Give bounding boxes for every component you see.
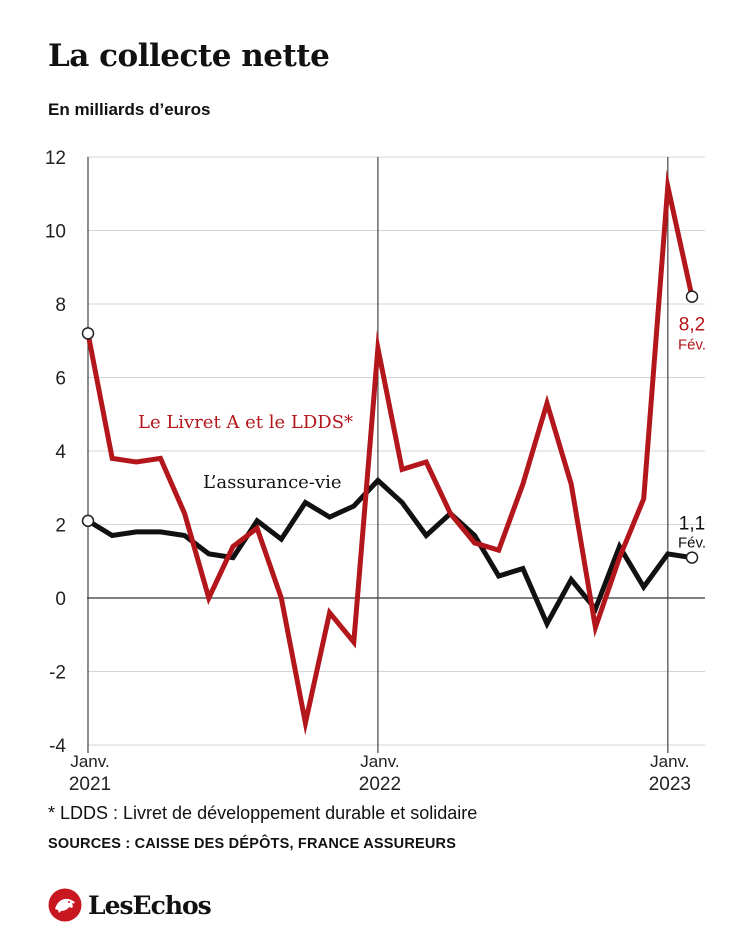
line-chart: 12 10 8 6 4 2 0 -2 -4 Janv. 2021 Janv. 2022 Janv. 202… — [45, 148, 706, 795]
x-tick-label: 2022 — [359, 774, 401, 795]
y-tick-label: 8 — [55, 295, 66, 316]
y-tick-label: 10 — [45, 222, 66, 243]
y-tick-labels: 12 10 8 6 4 2 0 -2 -4 — [45, 148, 67, 757]
x-tick-labels: Janv. 2021 Janv. 2022 Janv. 2023 — [69, 752, 691, 795]
endpoint-marker — [81, 327, 95, 340]
annotation-value: 8,2 — [679, 315, 705, 336]
y-tick-label: 0 — [55, 589, 66, 610]
les-echos-lion-icon — [48, 888, 82, 922]
chart-subtitle: En milliards d’euros — [48, 100, 211, 119]
y-tick-label: 2 — [55, 516, 66, 537]
endpoint-marker — [685, 290, 699, 303]
annotation-month: Fév. — [678, 337, 706, 354]
sources: SOURCES : CAISSE DES DÉPÔTS, FRANCE ASSU… — [48, 836, 457, 852]
annotation-month: Fév. — [678, 535, 706, 552]
y-tick-label: -2 — [49, 663, 66, 684]
x-tick-label: Janv. — [360, 752, 399, 771]
annotation-value: 1,1 — [679, 514, 705, 535]
y-tick-label: 12 — [45, 148, 66, 169]
series-label-livret-a: Le Livret A et le LDDS* — [138, 412, 353, 433]
endpoint-marker — [685, 551, 699, 564]
logo-text: LesEchos — [88, 890, 212, 920]
footnote: * LDDS : Livret de développement durable… — [48, 803, 478, 823]
x-tick-label: 2021 — [69, 774, 111, 795]
endpoint-marker — [81, 514, 95, 528]
series-line — [85, 169, 695, 736]
x-tick-label: Janv. — [650, 752, 689, 771]
y-tick-label: 4 — [55, 442, 66, 463]
grid-lines — [87, 156, 705, 753]
x-tick-label: 2023 — [649, 774, 691, 795]
chart-title: La collecte nette — [48, 38, 330, 74]
x-tick-label: Janv. — [70, 752, 109, 771]
y-tick-label: -4 — [49, 736, 66, 757]
series-layer: Le Livret A et le LDDS* L’assurance-vie — [85, 169, 695, 736]
series-label-assurance-vie: L’assurance-vie — [203, 472, 341, 493]
y-tick-label: 6 — [55, 369, 66, 390]
les-echos-logo: LesEchos — [48, 888, 212, 922]
